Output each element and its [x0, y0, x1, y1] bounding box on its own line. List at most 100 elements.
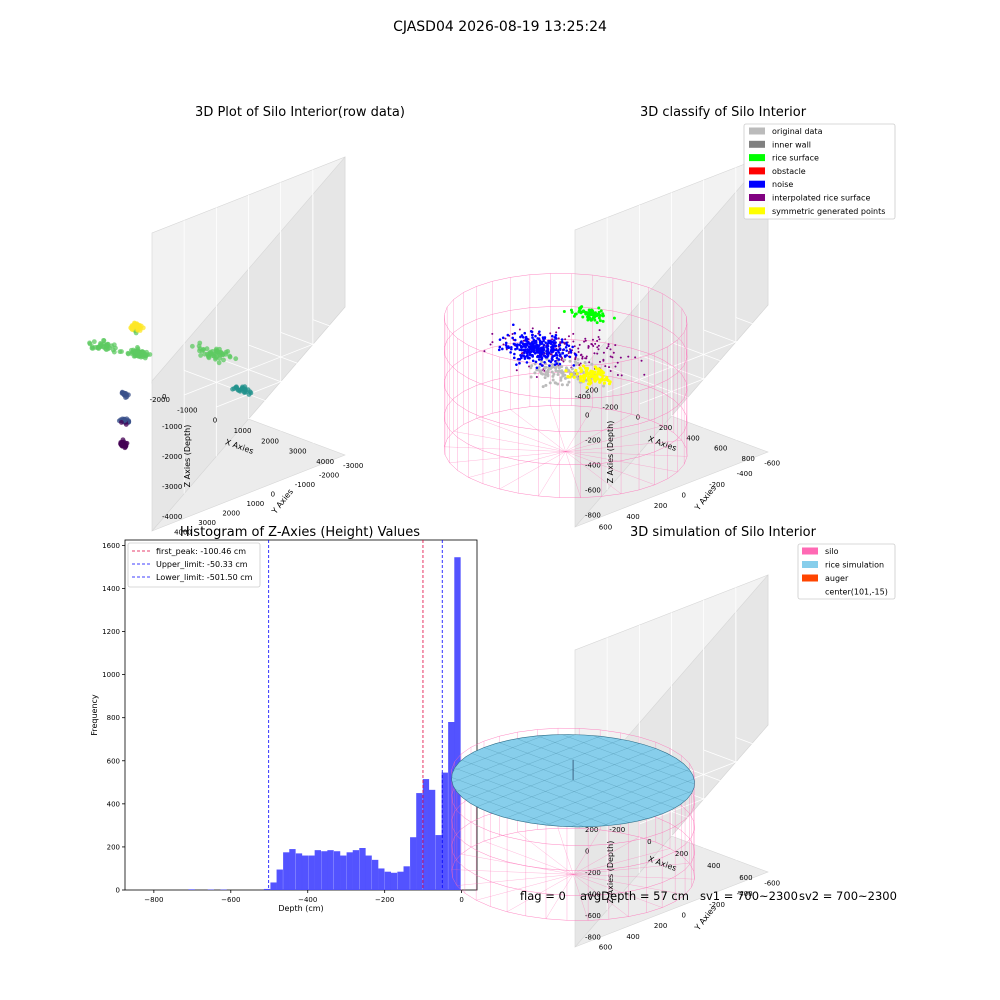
histogram-bar — [308, 855, 315, 890]
data-point — [538, 333, 542, 337]
data-point — [483, 350, 486, 353]
data-point — [583, 366, 588, 370]
data-point — [110, 347, 116, 353]
data-point — [592, 312, 596, 316]
data-point — [541, 385, 545, 389]
silo-floor-line — [573, 848, 671, 875]
data-point — [246, 392, 252, 397]
data-point — [530, 349, 534, 353]
data-point — [569, 372, 573, 377]
y-axis-label: Y Axies — [692, 484, 718, 513]
z-tick-label: 0 — [585, 412, 589, 420]
data-point — [640, 359, 643, 362]
data-point — [553, 363, 557, 366]
x-tick-label: -2000 — [150, 396, 170, 404]
data-point — [563, 358, 567, 362]
silo-floor-line — [483, 840, 574, 875]
data-point — [531, 336, 534, 339]
data-point — [586, 318, 590, 322]
data-point — [598, 360, 601, 363]
legend-swatch — [749, 154, 765, 162]
x-axis-label: Depth (cm) — [278, 904, 323, 913]
data-point — [589, 318, 593, 322]
data-point — [555, 331, 558, 334]
data-point — [602, 381, 607, 385]
data-point — [534, 360, 538, 364]
silo-floor-line — [557, 828, 574, 875]
data-point — [591, 338, 594, 341]
data-point — [599, 309, 603, 313]
data-point — [121, 390, 127, 396]
data-point — [98, 341, 104, 347]
silo-floor-line — [456, 874, 574, 886]
data-point — [534, 339, 538, 343]
data-point — [521, 345, 524, 349]
data-point — [607, 345, 610, 348]
silo-floor-line — [572, 874, 589, 921]
data-point — [614, 344, 617, 347]
histogram-bar — [365, 855, 372, 890]
x-tick-label: −600 — [221, 896, 240, 904]
y-tick-label: -1000 — [295, 481, 315, 489]
grid-line — [312, 319, 506, 393]
data-point — [550, 353, 553, 356]
data-point — [587, 344, 590, 347]
y-tick-label: 200 — [654, 922, 667, 930]
grid-line — [703, 749, 897, 823]
x-tick-label: -200 — [609, 826, 625, 834]
histogram-bar — [384, 871, 392, 890]
data-point — [502, 343, 505, 346]
y-tick-label: 600 — [107, 757, 120, 765]
data-point — [616, 373, 619, 376]
data-point — [518, 328, 521, 331]
data-point — [514, 347, 517, 351]
legend-label: inner wall — [772, 140, 811, 149]
data-point — [568, 375, 572, 379]
data-point — [533, 371, 537, 375]
data-point — [579, 369, 583, 374]
y-tick-label: 400 — [626, 933, 639, 941]
data-point — [558, 348, 562, 351]
data-point — [600, 377, 604, 381]
legend-label: noise — [772, 180, 793, 189]
data-point — [542, 354, 546, 357]
z-axis-label: Z Axies (Depth) — [606, 421, 615, 484]
status-footer: flag = 0 avgDepth = 57 cm sv1 = 700~2300… — [520, 889, 897, 903]
data-point — [497, 348, 501, 352]
histogram-bar — [289, 849, 296, 890]
data-point — [596, 312, 600, 316]
silo-floor-line — [476, 874, 574, 901]
legend-swatch — [749, 194, 765, 201]
data-point — [541, 336, 545, 339]
x-tick-label: -200 — [602, 403, 618, 411]
surface-mesh-line — [516, 738, 685, 802]
data-point — [101, 337, 106, 343]
data-point — [643, 373, 646, 376]
axes-3d: -2000 -1000 0 1000 2000 3000 4000 -3000 -2000 -10… — [150, 156, 506, 536]
legend-label: rice surface — [772, 154, 819, 163]
histogram-bar — [295, 853, 303, 890]
z-tick-label: -600 — [585, 912, 601, 920]
silo-floor-line — [573, 874, 686, 895]
data-point — [520, 352, 523, 355]
data-point — [199, 348, 205, 354]
data-point — [527, 345, 531, 348]
legend-label: Lower_limit: -501.50 cm — [156, 573, 253, 582]
data-point — [523, 357, 527, 360]
data-point — [555, 356, 559, 360]
data-point — [574, 368, 578, 373]
data-point — [489, 343, 492, 346]
data-point — [536, 368, 540, 372]
surface-mesh-line — [506, 754, 670, 819]
data-point — [577, 310, 581, 314]
data-point — [572, 314, 576, 318]
x-tick-label: 200 — [675, 850, 688, 858]
data-point — [554, 336, 557, 339]
data-point — [574, 352, 577, 356]
data-point — [543, 361, 546, 364]
x-tick-label: 0 — [459, 896, 463, 904]
data-point — [506, 333, 510, 337]
data-point — [544, 356, 548, 359]
bars-layer — [188, 557, 461, 890]
data-point — [554, 351, 558, 355]
